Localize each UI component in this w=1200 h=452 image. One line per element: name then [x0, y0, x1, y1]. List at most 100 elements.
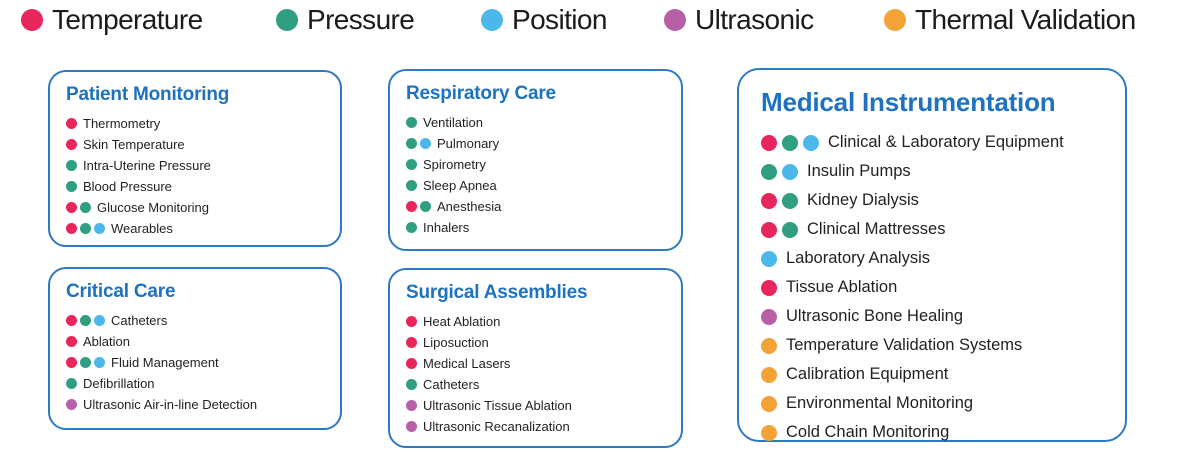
ultrasonic-dot-icon — [66, 399, 77, 410]
application-label: Calibration Equipment — [786, 365, 949, 383]
application-label: Heat Ablation — [423, 314, 501, 329]
legend-label: Ultrasonic — [695, 4, 814, 35]
application-item: Kidney Dialysis — [761, 186, 1103, 215]
application-label: Tissue Ablation — [786, 278, 898, 296]
application-label: Ventilation — [423, 115, 483, 130]
sensor-dots — [66, 202, 91, 213]
pressure-dot-icon — [66, 181, 77, 192]
temperature-dot-icon — [406, 358, 417, 369]
pressure-dot-icon — [80, 223, 91, 234]
sensor-dots — [66, 399, 77, 410]
sensor-dots — [406, 337, 417, 348]
ultrasonic-dot-icon — [406, 421, 417, 432]
legend-item-position: Position — [481, 4, 607, 36]
application-item: Tissue Ablation — [761, 273, 1103, 302]
temperature-dot-icon — [761, 279, 777, 296]
sensor-dots — [761, 308, 777, 325]
sensor-dots — [761, 424, 777, 441]
sensor-dots — [406, 138, 431, 149]
application-item: Clinical Mattresses — [761, 215, 1103, 244]
legend-item-temperature: Temperature — [21, 4, 203, 36]
application-item: Catheters — [66, 310, 324, 331]
pressure-dot-icon — [782, 134, 798, 151]
position-dot-icon — [761, 250, 777, 267]
sensor-dots — [66, 160, 77, 171]
application-item: Spirometry — [406, 154, 665, 175]
sensor-dots — [406, 117, 417, 128]
sensor-dots — [761, 192, 798, 209]
pressure-dot-icon — [80, 357, 91, 368]
application-item: Laboratory Analysis — [761, 244, 1103, 273]
pressure-dot-icon — [80, 202, 91, 213]
application-label: Pulmonary — [437, 136, 500, 151]
temperature-dot-icon — [406, 316, 417, 327]
legend-item-ultrasonic: Ultrasonic — [664, 4, 814, 36]
thermal-dot-icon — [884, 9, 906, 31]
application-item: Intra-Uterine Pressure — [66, 155, 324, 176]
application-label: Medical Lasers — [423, 356, 511, 371]
application-label: Fluid Management — [111, 355, 219, 370]
application-label: Intra-Uterine Pressure — [83, 158, 211, 173]
sensor-dots — [406, 159, 417, 170]
application-label: Cold Chain Monitoring — [786, 423, 950, 441]
application-label: Ultrasonic Bone Healing — [786, 307, 964, 325]
position-dot-icon — [94, 315, 105, 326]
temperature-dot-icon — [66, 315, 77, 326]
application-item: Liposuction — [406, 332, 665, 353]
temperature-dot-icon — [21, 9, 43, 31]
card-items: Catheters Ablation Fluid Management Defibri… — [66, 310, 324, 415]
legend-label: Position — [512, 4, 607, 35]
sensor-dots — [761, 250, 777, 267]
thermal-dot-icon — [761, 366, 777, 383]
pressure-dot-icon — [420, 201, 431, 212]
sensor-dots — [406, 201, 431, 212]
card-title: Critical Care — [66, 281, 176, 302]
position-dot-icon — [94, 223, 105, 234]
application-label: Liposuction — [423, 335, 489, 350]
application-item: Heat Ablation — [406, 311, 665, 332]
sensor-dots — [66, 139, 77, 150]
pressure-dot-icon — [782, 192, 798, 209]
application-label: Skin Temperature — [83, 137, 185, 152]
sensor-dots — [761, 163, 798, 180]
application-item: Wearables — [66, 218, 324, 239]
application-item: Pulmonary — [406, 133, 665, 154]
sensor-dots — [761, 337, 777, 354]
application-label: Glucose Monitoring — [97, 200, 209, 215]
application-label: Ultrasonic Recanalization — [423, 419, 570, 434]
card-patient-monitoring: Patient Monitoring Thermometry Skin Tempe… — [48, 70, 342, 247]
position-dot-icon — [481, 9, 503, 31]
application-item: Ultrasonic Bone Healing — [761, 302, 1103, 331]
sensor-dots — [66, 118, 77, 129]
card-items: Heat Ablation Liposuction Medical Lasers Ca… — [406, 311, 665, 437]
application-label: Defibrillation — [83, 376, 155, 391]
sensor-dots — [406, 400, 417, 411]
legend: Temperature Pressure Position Ultrasonic The… — [0, 0, 1200, 38]
application-item: Catheters — [406, 374, 665, 395]
legend-label: Thermal Validation — [915, 4, 1136, 35]
temperature-dot-icon — [66, 139, 77, 150]
application-item: Inhalers — [406, 217, 665, 238]
sensor-dots — [406, 379, 417, 390]
pressure-dot-icon — [406, 379, 417, 390]
pressure-dot-icon — [406, 180, 417, 191]
application-item: Medical Lasers — [406, 353, 665, 374]
ultrasonic-dot-icon — [664, 9, 686, 31]
sensor-dots — [66, 315, 105, 326]
pressure-dot-icon — [66, 378, 77, 389]
thermal-dot-icon — [761, 337, 777, 354]
card-surgical-assemblies: Surgical Assemblies Heat Ablation Liposuc… — [388, 268, 683, 448]
card-title: Respiratory Care — [406, 83, 556, 104]
position-dot-icon — [782, 163, 798, 180]
temperature-dot-icon — [66, 202, 77, 213]
legend-item-thermal: Thermal Validation — [884, 4, 1136, 36]
sensor-dots — [761, 366, 777, 383]
application-label: Wearables — [111, 221, 173, 236]
card-items: Ventilation Pulmonary Spirometry Sleep Apne… — [406, 112, 665, 238]
temperature-dot-icon — [761, 134, 777, 151]
application-label: Environmental Monitoring — [786, 394, 974, 412]
sensor-dots — [66, 357, 105, 368]
application-label: Temperature Validation Systems — [786, 336, 1023, 354]
application-label: Inhalers — [423, 220, 470, 235]
application-label: Clinical Mattresses — [807, 220, 946, 238]
